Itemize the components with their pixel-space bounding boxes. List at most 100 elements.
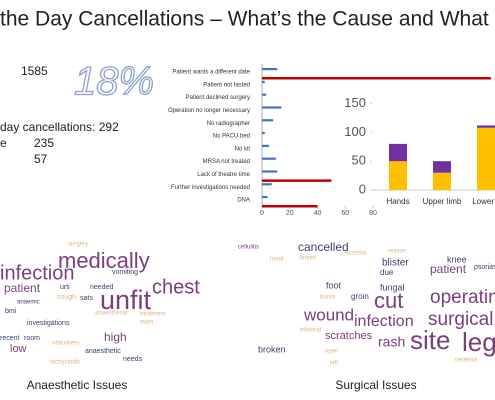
cloud-caption: Anaesthetic Issues bbox=[27, 378, 128, 392]
cloud-word: cut bbox=[374, 288, 403, 313]
y-tick-label: MRSA not treated bbox=[203, 159, 250, 165]
cloud-word: broken bbox=[258, 344, 286, 354]
cloud-word: site bbox=[410, 325, 450, 355]
cloud-word: low bbox=[10, 343, 27, 355]
cloud-word: knees bbox=[300, 256, 316, 262]
cloud-word: reason bbox=[388, 249, 406, 255]
cloud-word: eczema bbox=[345, 251, 367, 257]
cloud-word: medically bbox=[58, 248, 150, 273]
cloud-word: surgery bbox=[68, 242, 88, 248]
cloud-word: treatment bbox=[140, 312, 166, 318]
y-tick-label: DNA bbox=[237, 198, 250, 204]
stat: 235 bbox=[34, 136, 54, 150]
cloud-word: open bbox=[325, 349, 338, 355]
cloud-word: left bbox=[330, 361, 338, 367]
cloud-word: needs bbox=[123, 356, 143, 363]
stat: day cancellations: 292 bbox=[0, 120, 119, 134]
cloud-word: surgical bbox=[428, 309, 493, 330]
y-tick-label: No PACU bed bbox=[213, 134, 250, 140]
cloud-word: needed bbox=[90, 284, 113, 291]
y-tick-label: Lack of theatre time bbox=[197, 172, 250, 178]
cloud-word: infection bbox=[0, 262, 75, 284]
cloud-word: recent bbox=[0, 335, 20, 342]
cloud-word: sats bbox=[80, 295, 93, 302]
percent: 18% bbox=[74, 60, 154, 104]
bar bbox=[262, 179, 332, 182]
bar bbox=[262, 119, 274, 122]
bar bbox=[262, 196, 268, 199]
cloud-word: hand bbox=[270, 257, 283, 263]
stat: e bbox=[0, 136, 7, 150]
cloud-word: room bbox=[24, 335, 40, 342]
cloud-word: scratches bbox=[325, 330, 373, 342]
cloud-word: psoriasi bbox=[474, 264, 495, 271]
y-tick-label: Patient declined surgery bbox=[186, 95, 250, 101]
bar-segment bbox=[433, 161, 451, 173]
cloud-word: infection bbox=[354, 313, 414, 330]
bar bbox=[262, 80, 265, 83]
y-tick-label: 100 bbox=[344, 124, 366, 139]
cloud-word: urti bbox=[60, 284, 70, 291]
bar bbox=[262, 132, 265, 135]
y-tick-label: Further investigations needed bbox=[171, 185, 250, 191]
cloud-word: wound bbox=[303, 305, 354, 324]
y-tick-label: Patient wants a different date bbox=[172, 70, 250, 76]
stat: 1585 bbox=[21, 64, 48, 78]
bar bbox=[262, 144, 269, 147]
cloud-word: cancelled bbox=[298, 240, 349, 254]
cloud-caption: Surgical Issues bbox=[335, 378, 416, 392]
bar bbox=[262, 183, 272, 186]
bar bbox=[262, 157, 276, 160]
bar bbox=[262, 77, 491, 80]
cloud-word: anaesthesia bbox=[95, 311, 128, 317]
cloud-word: rash bbox=[378, 334, 405, 350]
cloud-word: foot bbox=[326, 280, 342, 290]
cloud-word: bilateral bbox=[300, 328, 321, 334]
y-tick-label: No kit bbox=[235, 146, 251, 152]
x-tick-label: Upper limb bbox=[423, 197, 462, 206]
cloud-word: due bbox=[380, 268, 394, 277]
y-tick-label: No radiographer bbox=[207, 121, 250, 127]
cloud-word: cellulitis bbox=[238, 245, 259, 251]
bar bbox=[262, 68, 278, 71]
stat: 57 bbox=[34, 152, 48, 166]
x-tick-label: 80 bbox=[369, 210, 377, 217]
cloud-word: unfit bbox=[100, 285, 152, 315]
x-tick-label: Hands bbox=[386, 197, 409, 206]
bar-segment bbox=[389, 143, 407, 162]
cloud-word: fungal bbox=[380, 282, 405, 292]
cloud-word: cough bbox=[57, 294, 76, 301]
bar-segment bbox=[477, 125, 495, 128]
bar-segment bbox=[389, 161, 407, 190]
cloud-word: operatin bbox=[430, 287, 495, 308]
y-tick-label: 0 bbox=[359, 181, 366, 196]
cloud-word: vomiting bbox=[112, 269, 138, 276]
y-tick-label: 50 bbox=[352, 153, 366, 168]
cloud-word: bmi bbox=[5, 308, 17, 315]
slide-title: the Day Cancellations – What’s the Cause… bbox=[0, 8, 495, 31]
cloud-word: oedema bbox=[455, 358, 477, 364]
bar bbox=[262, 106, 282, 109]
cloud-word: chest bbox=[152, 276, 200, 298]
cloud-word: bursa bbox=[320, 295, 336, 301]
cloud-word: tachycardic bbox=[50, 360, 80, 366]
y-tick-label: Operation no longer necessary bbox=[168, 108, 250, 114]
cloud-word: blister bbox=[382, 258, 409, 269]
cloud-word: investigations bbox=[27, 320, 70, 327]
cloud-word: groin bbox=[351, 292, 369, 301]
cloud-word: high bbox=[104, 330, 127, 344]
bar bbox=[262, 170, 278, 173]
x-tick-label: 60 bbox=[341, 210, 349, 217]
bar-segment bbox=[477, 127, 495, 190]
cloud-word: team bbox=[140, 320, 153, 326]
cloud-word: nebulisers bbox=[52, 341, 79, 347]
cloud-word: anaesthetic bbox=[85, 348, 121, 355]
x-tick-label: Lower li bbox=[472, 197, 495, 206]
cloud-word: knee bbox=[447, 254, 467, 264]
cloud-word: leg bbox=[462, 327, 495, 357]
bar bbox=[262, 205, 318, 208]
cloud-word: patient bbox=[4, 281, 41, 295]
y-tick-label: 150 bbox=[344, 95, 366, 110]
bar-segment bbox=[433, 172, 451, 190]
